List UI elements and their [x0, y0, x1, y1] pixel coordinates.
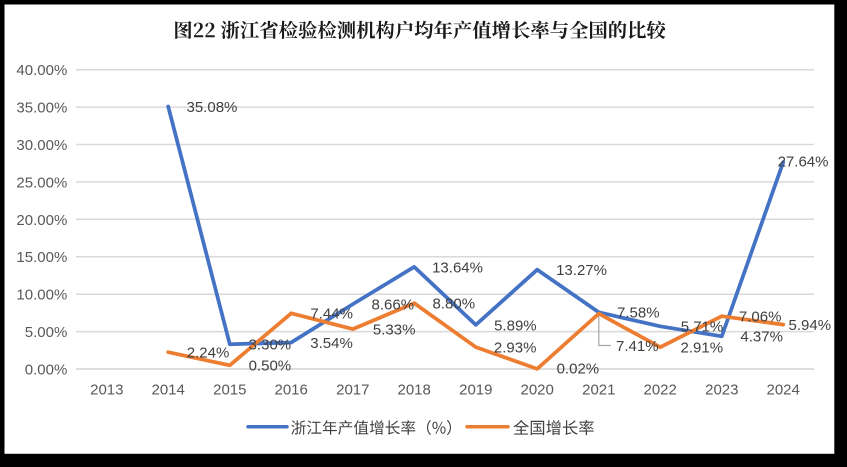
svg-text:3.30%: 3.30% — [249, 337, 292, 354]
svg-text:2017: 2017 — [336, 382, 369, 399]
svg-text:5.89%: 5.89% — [494, 317, 537, 334]
svg-text:5.71%: 5.71% — [681, 319, 724, 336]
svg-text:7.44%: 7.44% — [310, 306, 353, 323]
svg-text:5.33%: 5.33% — [373, 322, 416, 339]
svg-text:2.93%: 2.93% — [494, 340, 537, 357]
svg-text:4.37%: 4.37% — [740, 329, 783, 346]
svg-text:2024: 2024 — [767, 382, 800, 399]
svg-text:0.00%: 0.00% — [25, 361, 68, 378]
svg-text:5.94%: 5.94% — [789, 317, 832, 334]
svg-text:7.58%: 7.58% — [617, 305, 660, 322]
svg-text:0.50%: 0.50% — [249, 357, 292, 374]
svg-text:2022: 2022 — [644, 382, 677, 399]
svg-text:27.64%: 27.64% — [778, 154, 829, 171]
svg-text:30.00%: 30.00% — [16, 137, 67, 154]
svg-text:2.91%: 2.91% — [681, 340, 724, 357]
svg-text:2015: 2015 — [213, 382, 246, 399]
svg-text:35.00%: 35.00% — [16, 100, 67, 117]
svg-text:2020: 2020 — [521, 382, 554, 399]
svg-text:40.00%: 40.00% — [16, 62, 67, 79]
svg-text:25.00%: 25.00% — [16, 174, 67, 191]
svg-text:7.06%: 7.06% — [739, 309, 782, 326]
svg-text:13.27%: 13.27% — [556, 262, 607, 279]
svg-text:10.00%: 10.00% — [16, 287, 67, 304]
svg-text:3.54%: 3.54% — [310, 335, 353, 352]
svg-text:2021: 2021 — [582, 382, 615, 399]
svg-text:8.66%: 8.66% — [372, 297, 415, 314]
svg-text:2.24%: 2.24% — [187, 345, 230, 362]
svg-text:2018: 2018 — [398, 382, 431, 399]
svg-text:2014: 2014 — [152, 382, 185, 399]
svg-text:8.80%: 8.80% — [433, 296, 476, 313]
svg-text:13.64%: 13.64% — [432, 259, 483, 276]
svg-text:5.00%: 5.00% — [25, 324, 68, 341]
svg-text:2016: 2016 — [275, 382, 308, 399]
svg-text:2023: 2023 — [705, 382, 738, 399]
svg-text:15.00%: 15.00% — [16, 249, 67, 266]
svg-text:0.02%: 0.02% — [557, 361, 600, 378]
svg-text:20.00%: 20.00% — [16, 212, 67, 229]
svg-text:2019: 2019 — [459, 382, 492, 399]
svg-text:35.08%: 35.08% — [187, 99, 238, 116]
svg-text:2013: 2013 — [90, 382, 123, 399]
svg-text:7.41%: 7.41% — [616, 338, 659, 355]
